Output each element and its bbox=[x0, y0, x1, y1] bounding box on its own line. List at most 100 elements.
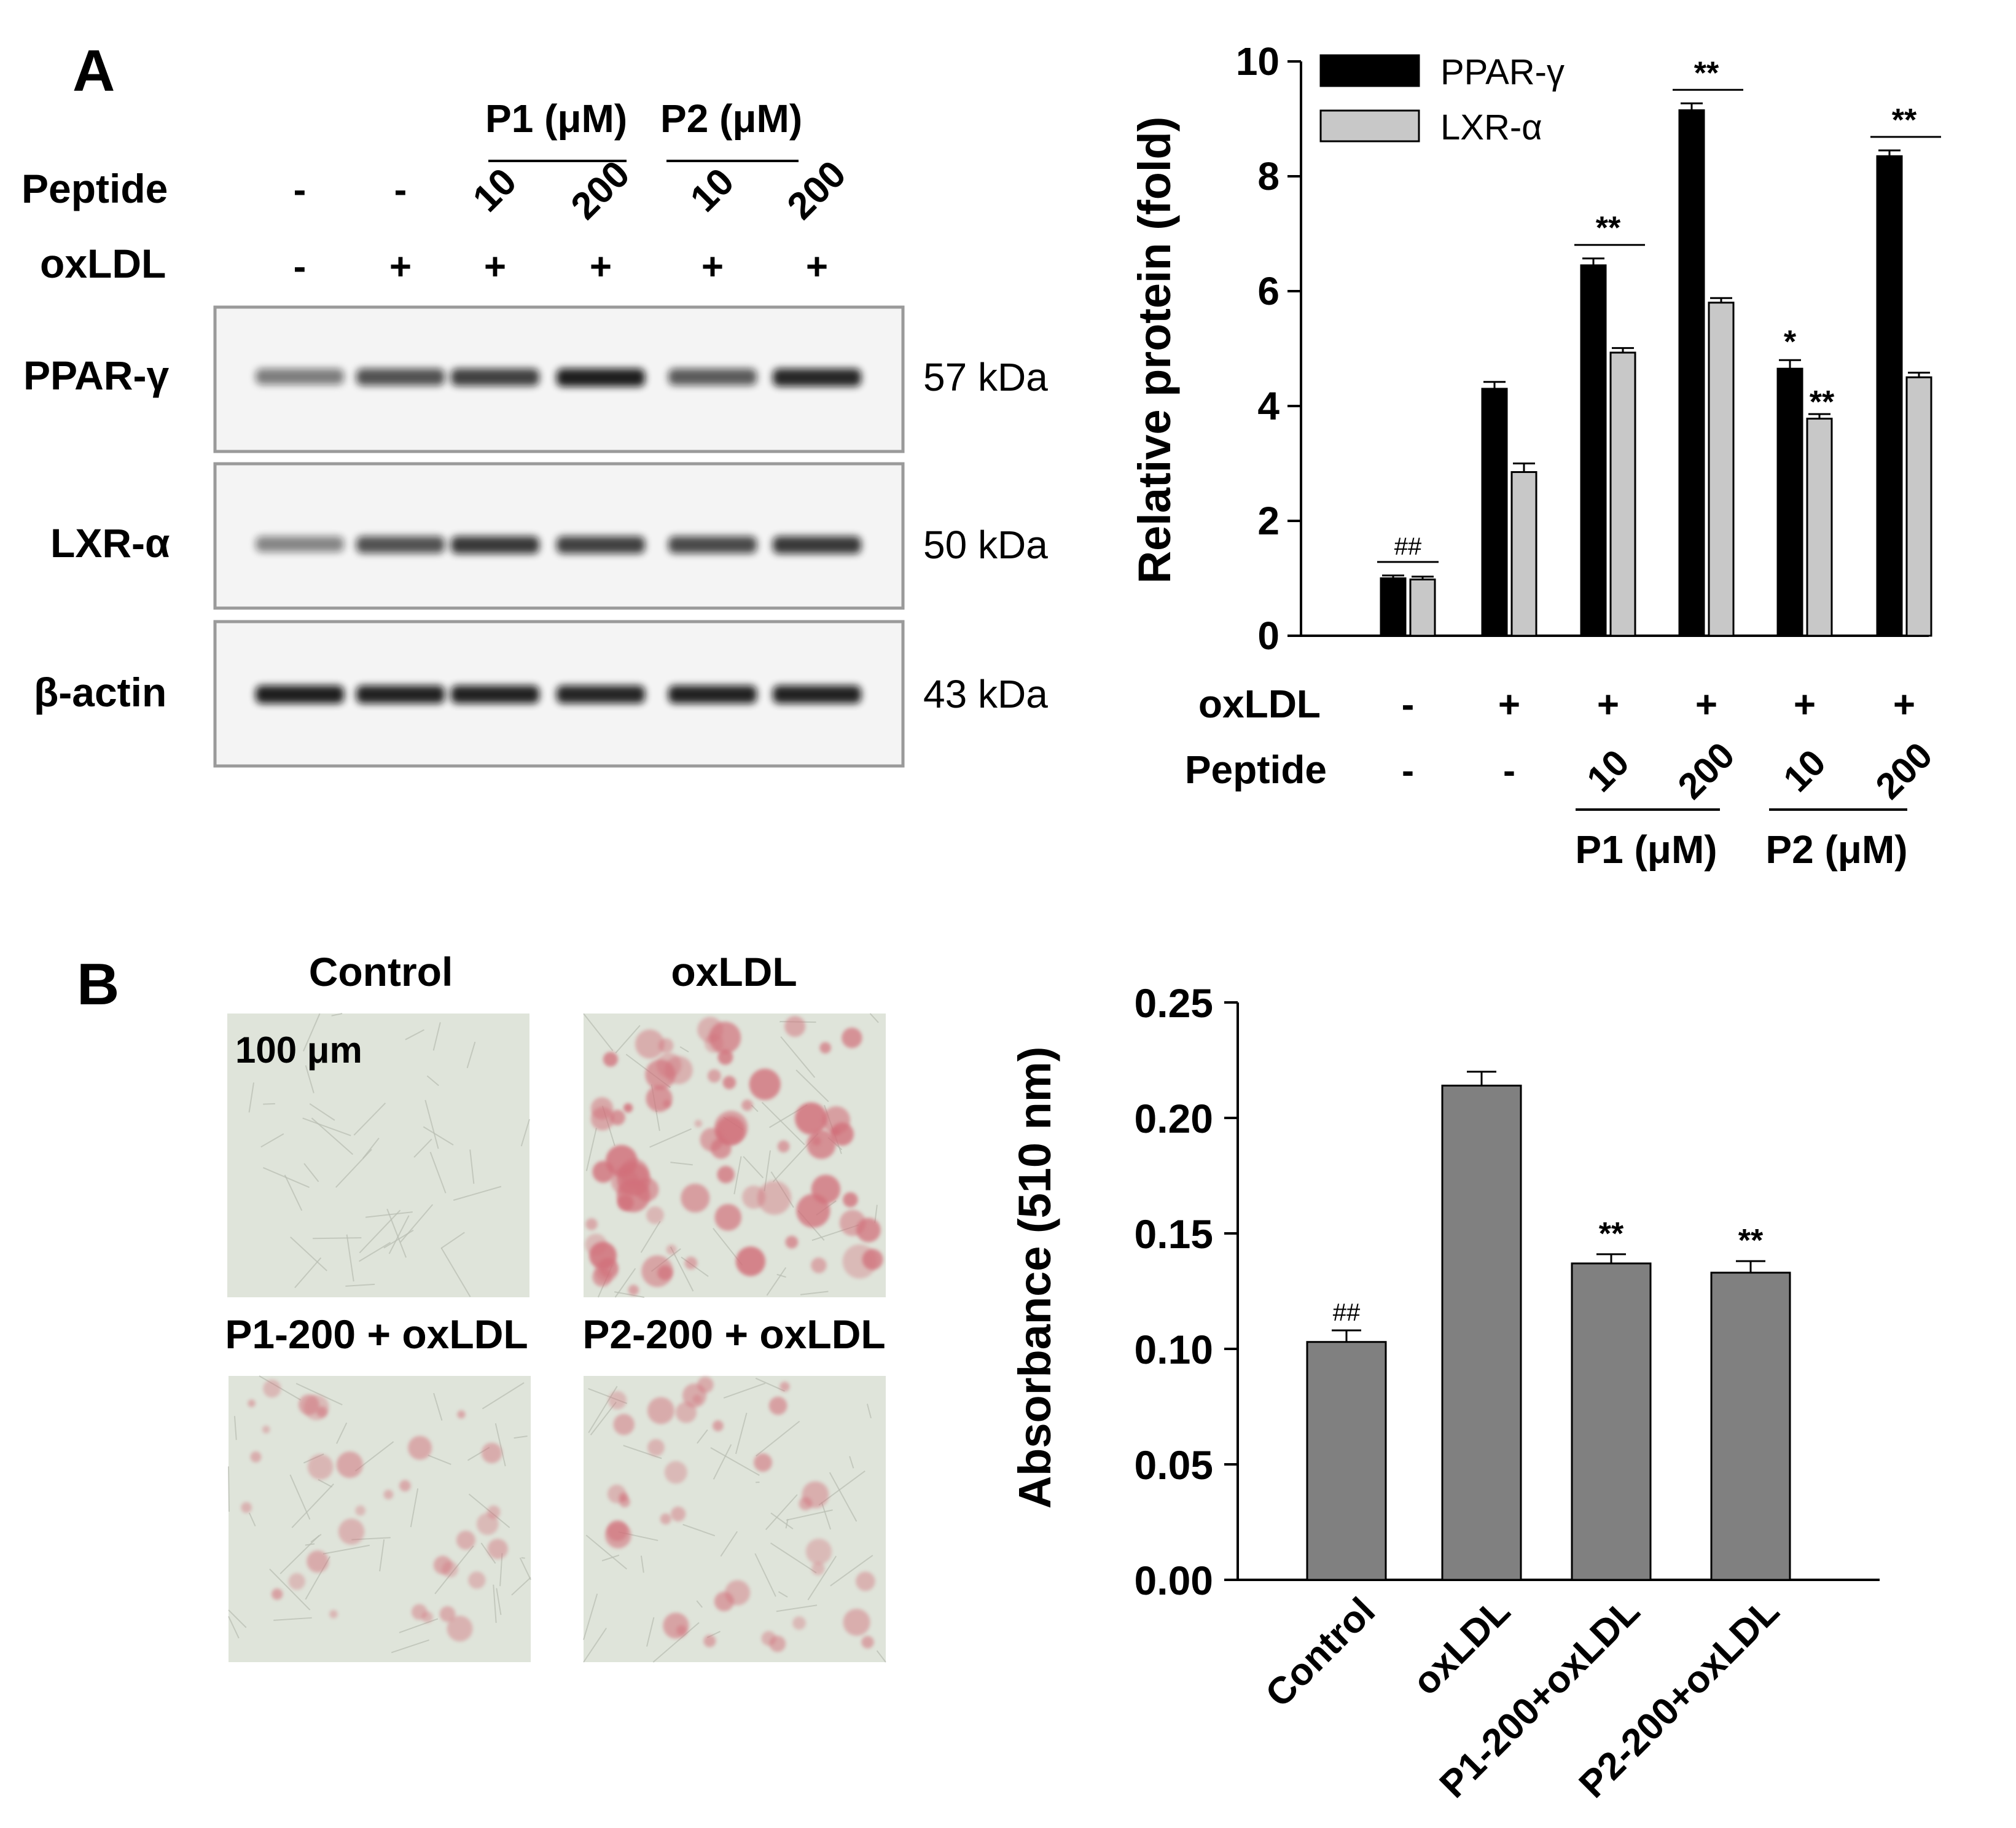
micrograph-cell-outline bbox=[830, 1555, 873, 1587]
chart1-sig-marker: * bbox=[1784, 324, 1797, 360]
blot-peptide-value: 200 bbox=[563, 153, 638, 228]
chart1-group-p2-label: P2 (μM) bbox=[1765, 827, 1907, 872]
micrograph-cell-outline bbox=[309, 1103, 335, 1121]
micrograph-lipid-droplet bbox=[714, 1592, 734, 1612]
chart1-oxldl-value: + bbox=[1695, 684, 1717, 726]
chart1-bar bbox=[1806, 418, 1833, 637]
chart1-peptide-row-label: Peptide bbox=[1185, 748, 1327, 792]
chart2-bar bbox=[1441, 1084, 1522, 1581]
micrograph-cell-outline bbox=[433, 1392, 443, 1421]
micrograph-cell-outline bbox=[876, 1650, 886, 1663]
micrograph-cell-outline bbox=[623, 1445, 662, 1459]
micrograph-cell-outline bbox=[795, 1069, 829, 1103]
micrograph-scale-bar-label: 100 μm bbox=[235, 1029, 362, 1071]
blot-band bbox=[773, 536, 861, 554]
micrograph-lipid-droplet bbox=[262, 1425, 270, 1434]
micrograph-cell-outline bbox=[511, 1577, 531, 1596]
western-blot: P1 (μM) P2 (μM) Peptide oxLDL - - - +10 +200… bbox=[21, 96, 1048, 768]
micrograph-cell-outline bbox=[713, 1444, 732, 1480]
micrograph-cell-outline bbox=[233, 1416, 237, 1440]
micrograph-cell-outline bbox=[807, 1555, 837, 1601]
chart2-y-tick-label: 0.20 bbox=[1135, 1096, 1213, 1141]
micrograph-cell-outline bbox=[428, 1455, 451, 1465]
micrograph-cell-outline bbox=[248, 1512, 256, 1527]
micrograph-lipid-droplet bbox=[681, 1183, 710, 1213]
micrograph-cell-outline bbox=[469, 1149, 475, 1184]
chart1-peptide-value: 10 bbox=[1579, 741, 1637, 800]
micrograph-cell-outline bbox=[765, 1494, 798, 1530]
chart1-bar bbox=[1580, 264, 1607, 637]
chart2-y-tick-label: 0.15 bbox=[1135, 1211, 1213, 1257]
chart1-peptide-value: 200 bbox=[1868, 735, 1940, 807]
micrograph-lipid-droplet bbox=[703, 1635, 716, 1647]
blot-kda-label: 57 kDa bbox=[923, 355, 1048, 399]
blot-band bbox=[356, 686, 445, 704]
blot-membrane bbox=[213, 462, 905, 610]
micrograph-lipid-droplet bbox=[819, 1042, 831, 1054]
micrograph-cell-outline bbox=[585, 1128, 597, 1171]
micrograph-lipid-droplet bbox=[608, 1391, 627, 1410]
micrograph-lipid-droplet bbox=[839, 1209, 866, 1236]
blot-peptide-value: 200 bbox=[779, 153, 854, 228]
micrograph-lipid-droplet bbox=[843, 1609, 870, 1636]
oil-red-o-micrographs: Control oxLDL P1-200 + oxLDL P2-200 + ox… bbox=[225, 949, 886, 1663]
blot-peptide-value: 10 bbox=[465, 160, 525, 221]
micrograph-lipid-droplet bbox=[741, 1100, 753, 1111]
micrograph-lipid-droplet bbox=[263, 1380, 281, 1398]
micrograph-cell-outline bbox=[335, 1149, 372, 1188]
micrograph-lipid-droplet bbox=[456, 1531, 475, 1550]
micrograph-cell-outline bbox=[413, 1138, 432, 1158]
micrograph-cell-outline bbox=[260, 1133, 284, 1148]
micrograph-cell-outline bbox=[273, 1617, 312, 1621]
micrograph-lipid-droplet bbox=[795, 1102, 827, 1135]
micrograph-cell-outline bbox=[652, 1622, 700, 1663]
blot-peptide-value: - bbox=[394, 169, 407, 211]
chart2-sig-marker: ** bbox=[1599, 1216, 1624, 1252]
micrograph-lipid-droplet bbox=[768, 1396, 787, 1415]
blot-oxldl-value: + bbox=[806, 246, 828, 288]
chart1-sig-marker: ** bbox=[1694, 55, 1719, 91]
blot-band bbox=[451, 686, 539, 704]
blot-peptide-value: 10 bbox=[682, 160, 743, 221]
micrograph-lipid-droplet bbox=[307, 1550, 329, 1573]
micrograph-lipid-droplet bbox=[646, 1085, 673, 1112]
micrograph-cell-outline bbox=[432, 1022, 441, 1051]
micrograph-lipid-droplet bbox=[628, 1284, 639, 1295]
chart1-bar bbox=[1409, 578, 1436, 637]
micrograph-cell-outline bbox=[697, 1429, 708, 1444]
blot-band bbox=[668, 369, 757, 386]
micrograph-lipid-droplet bbox=[777, 1140, 790, 1153]
micrograph-cell-outline bbox=[305, 1065, 315, 1093]
micrograph-cell-outline bbox=[359, 1241, 391, 1262]
micrograph-lipid-droplet bbox=[663, 1612, 689, 1639]
micrograph-cell-outline bbox=[322, 1544, 370, 1555]
chart2-bar bbox=[1306, 1341, 1387, 1581]
blot-protein-label: LXR-α bbox=[50, 520, 170, 566]
chart1-sig-marker: ** bbox=[1596, 211, 1621, 246]
blot-band bbox=[557, 686, 645, 704]
micrograph-lipid-droplet bbox=[613, 1413, 635, 1435]
chart2-y-tick-label: 0.10 bbox=[1135, 1327, 1213, 1372]
micrograph-cell-outline bbox=[496, 1588, 502, 1615]
blot-protein-label: β-actin bbox=[34, 670, 166, 715]
micrograph-cell-outline bbox=[829, 1472, 858, 1522]
chart1-bar bbox=[1510, 471, 1537, 637]
chart1-bar bbox=[1678, 109, 1705, 637]
micrograph-cell-outline bbox=[785, 1518, 789, 1529]
blot-band bbox=[256, 536, 344, 552]
micrograph-lipid-droplet bbox=[664, 1461, 687, 1484]
micrograph-cell-outline bbox=[480, 1542, 496, 1564]
relative-protein-chart: 0 2 4 6 8 10 Relative protein (fold) PPAR-γ LXR-… bbox=[1129, 39, 1941, 872]
micrograph-lipid-droplet bbox=[676, 1625, 687, 1636]
blot-oxldl-value: + bbox=[701, 246, 724, 288]
chart1-control-sig: ## bbox=[1394, 533, 1422, 560]
micrograph-tiles bbox=[227, 1013, 886, 1663]
micrograph-lipid-droplet bbox=[646, 1206, 664, 1224]
blot-peptide-row-label: Peptide bbox=[21, 166, 168, 211]
micrograph-lipid-droplet bbox=[619, 1492, 628, 1502]
micrograph-cell-outline bbox=[318, 1478, 333, 1488]
micrograph-cell-outline bbox=[710, 1447, 760, 1476]
micrograph-lipid-droplet bbox=[735, 1246, 766, 1276]
chart1-y-tick-label: 4 bbox=[1257, 384, 1280, 428]
